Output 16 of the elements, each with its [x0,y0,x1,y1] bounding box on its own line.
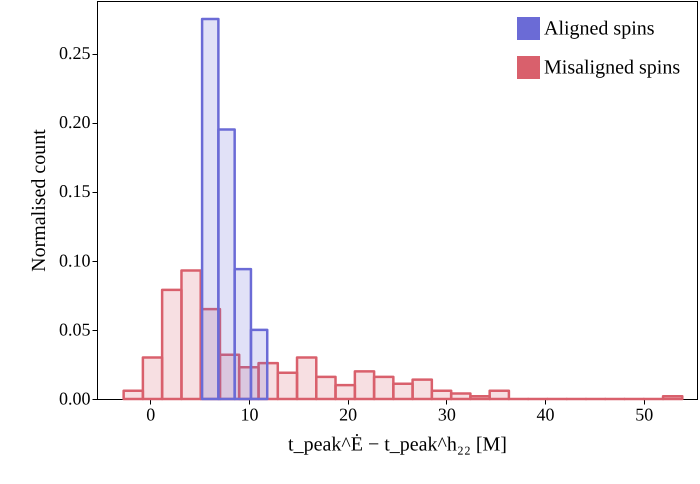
y-tick-label: 0.25 [59,43,90,64]
x-tick-label: 10 [240,404,258,424]
x-tick-label: 30 [438,404,456,424]
legend-label: Misaligned spins [544,56,680,78]
legend-label: Aligned spins [544,18,655,40]
y-tick-label: 0.15 [59,181,90,202]
x-tick-label: 40 [536,404,555,424]
x-axis-title: t_peak^Ė − t_peak^h₂₂ [M] [288,434,507,456]
y-tick-label: 0.00 [59,388,90,408]
x-tick-label: 50 [635,404,654,424]
y-tick-label: 0.10 [59,250,90,270]
y-axis-title: Normalised count [28,128,50,272]
x-tick-label: 0 [146,404,156,424]
x-tick-label: 20 [339,404,358,424]
y-tick-label: 0.05 [59,319,90,340]
y-tick-label: 0.20 [59,112,90,132]
